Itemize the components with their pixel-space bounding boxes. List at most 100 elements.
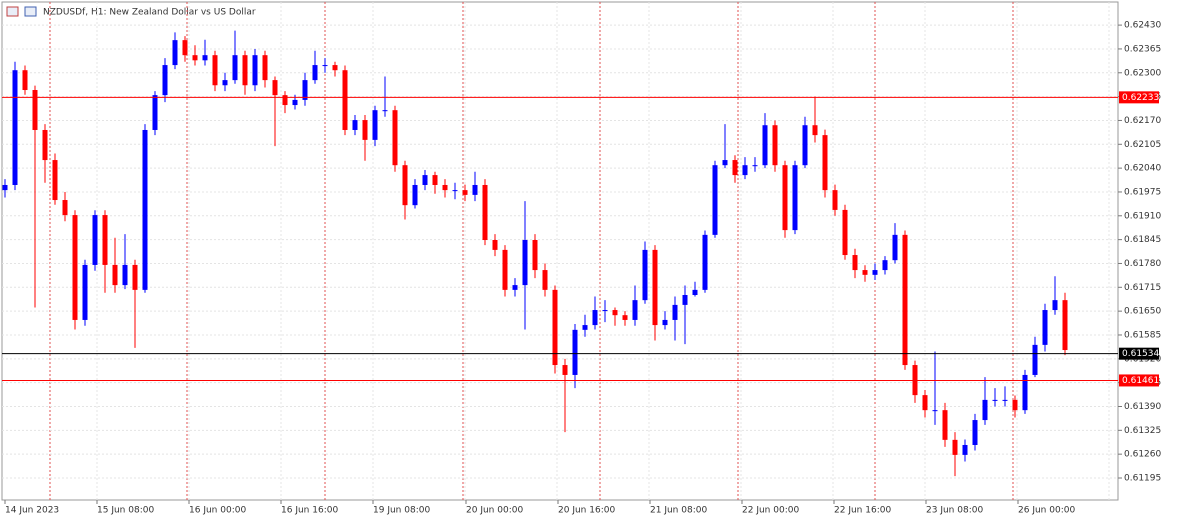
price-label: 0.62233: [1122, 93, 1159, 103]
candle-body: [222, 80, 228, 86]
x-tick-label: 15 Jun 08:00: [97, 506, 154, 516]
candle-body: [322, 65, 328, 67]
y-tick-label: 0.62170: [1124, 116, 1161, 126]
candle-body: [702, 234, 708, 290]
x-tick-label: 23 Jun 08:00: [926, 506, 983, 516]
candle-body: [812, 125, 818, 136]
candle-body: [12, 70, 18, 185]
y-tick-label: 0.61325: [1124, 426, 1161, 436]
candle-body: [332, 65, 338, 71]
y-tick-label: 0.61715: [1124, 283, 1161, 293]
candle-body: [802, 125, 808, 166]
candle-body: [102, 215, 108, 265]
candle-body: [242, 55, 248, 86]
candle-body: [292, 99, 298, 106]
y-tick-label: 0.62430: [1124, 21, 1161, 31]
candle-body: [992, 399, 998, 401]
x-tick-label: 22 Jun 00:00: [742, 506, 799, 516]
price-label-bg: [1119, 374, 1159, 387]
candle-body: [892, 234, 898, 261]
candle-body: [502, 249, 508, 290]
candle-body: [72, 215, 78, 320]
candle-body: [622, 315, 628, 320]
price-label: 0.61534: [1122, 349, 1159, 359]
candle-body: [2, 184, 8, 191]
candle-body: [612, 310, 618, 316]
candle-body: [372, 110, 378, 140]
candle-body: [842, 209, 848, 256]
candle-body: [132, 264, 138, 290]
candle-body: [712, 165, 718, 235]
candle-body: [1012, 399, 1018, 411]
candle-body: [552, 289, 558, 366]
candle-body: [422, 175, 428, 185]
plot-frame: [1, 1, 1119, 501]
candle-body: [792, 165, 798, 231]
candle-body: [192, 55, 198, 61]
candle-body: [782, 165, 788, 231]
candle-body: [732, 160, 738, 176]
candle-body: [882, 260, 888, 271]
candle-body: [182, 40, 188, 56]
candle-body: [462, 190, 468, 195]
candle-body: [632, 300, 638, 320]
candle-body: [122, 264, 128, 286]
candle-body: [492, 239, 498, 250]
candle-body: [82, 264, 88, 320]
candle-body: [742, 165, 748, 176]
candle-body: [442, 184, 448, 191]
candle-body: [522, 239, 528, 286]
candle-body: [592, 310, 598, 326]
candle-body: [392, 110, 398, 166]
candle-body: [472, 184, 478, 195]
candle-body: [512, 285, 518, 290]
price-label: 0.61461: [1122, 376, 1159, 386]
candle-body: [352, 120, 358, 130]
candle-body: [1062, 300, 1068, 351]
x-tick-label: 20 Jun 00:00: [466, 506, 523, 516]
candle-body: [972, 420, 978, 445]
y-tick-label: 0.62365: [1124, 44, 1161, 54]
y-tick-label: 0.61910: [1124, 211, 1161, 221]
x-tick-label: 16 Jun 16:00: [281, 506, 338, 516]
candle-body: [542, 270, 548, 290]
candle-body: [42, 129, 48, 161]
candle-body: [402, 165, 408, 206]
candle-body: [922, 395, 928, 411]
candle-body: [652, 249, 658, 326]
candle-body: [942, 410, 948, 440]
price-label-bg: [1119, 91, 1159, 104]
candle-body: [562, 365, 568, 375]
y-tick-label: 0.61650: [1124, 307, 1161, 317]
candle-body: [1032, 344, 1038, 375]
candle-body: [202, 55, 208, 61]
candle-body: [412, 184, 418, 206]
candle-body: [32, 90, 38, 130]
y-tick-label: 0.61780: [1124, 259, 1161, 269]
candle-body: [862, 270, 868, 275]
x-tick-label: 21 Jun 08:00: [650, 506, 707, 516]
candle-body: [682, 295, 688, 305]
y-tick-label: 0.62040: [1124, 164, 1161, 174]
candle-body: [532, 239, 538, 271]
candle-body: [212, 55, 218, 86]
price-label-bg: [1119, 347, 1159, 360]
candle-body: [602, 310, 608, 312]
y-tick-label: 0.62105: [1124, 140, 1161, 150]
candle-body: [672, 304, 678, 320]
candle-body: [312, 65, 318, 81]
candle-body: [1052, 300, 1058, 311]
y-tick-label: 0.61390: [1124, 402, 1161, 412]
candle-body: [582, 325, 588, 330]
symbol-icon: [6, 6, 37, 17]
y-tick-label: 0.61260: [1124, 450, 1161, 460]
candle-body: [832, 190, 838, 210]
x-tick-label: 14 Jun 2023: [5, 506, 59, 516]
chart-title: NZDUSDf, H1: New Zealand Dollar vs US Do…: [43, 8, 256, 18]
candle-body: [432, 175, 438, 185]
candle-body: [952, 439, 958, 455]
candle-body: [262, 55, 268, 81]
candle-body: [152, 95, 158, 130]
